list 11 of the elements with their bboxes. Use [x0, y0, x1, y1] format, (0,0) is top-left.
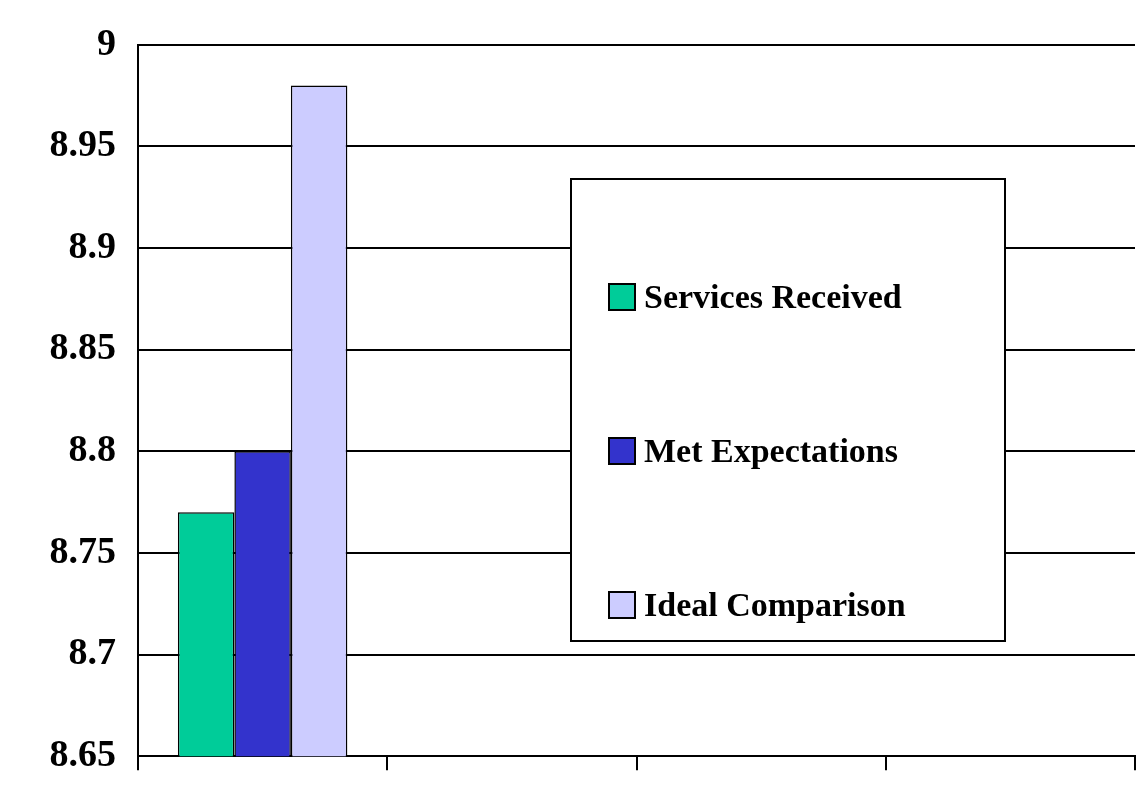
legend-label: Ideal Comparison	[644, 586, 906, 624]
y-tick-label: 8.75	[49, 528, 116, 571]
y-tick-label: 8.85	[49, 325, 116, 368]
legend-label: Met Expectations	[644, 432, 899, 470]
y-tick-label: 8.7	[68, 630, 116, 673]
y-tick-label: 8.95	[49, 122, 116, 165]
y-tick-label: 8.9	[68, 223, 116, 266]
y-tick-label: 8.8	[68, 427, 116, 470]
y-tick-label: 8.65	[49, 732, 116, 775]
legend-label: Services Received	[644, 278, 902, 316]
y-tick-label: 9	[97, 20, 116, 63]
